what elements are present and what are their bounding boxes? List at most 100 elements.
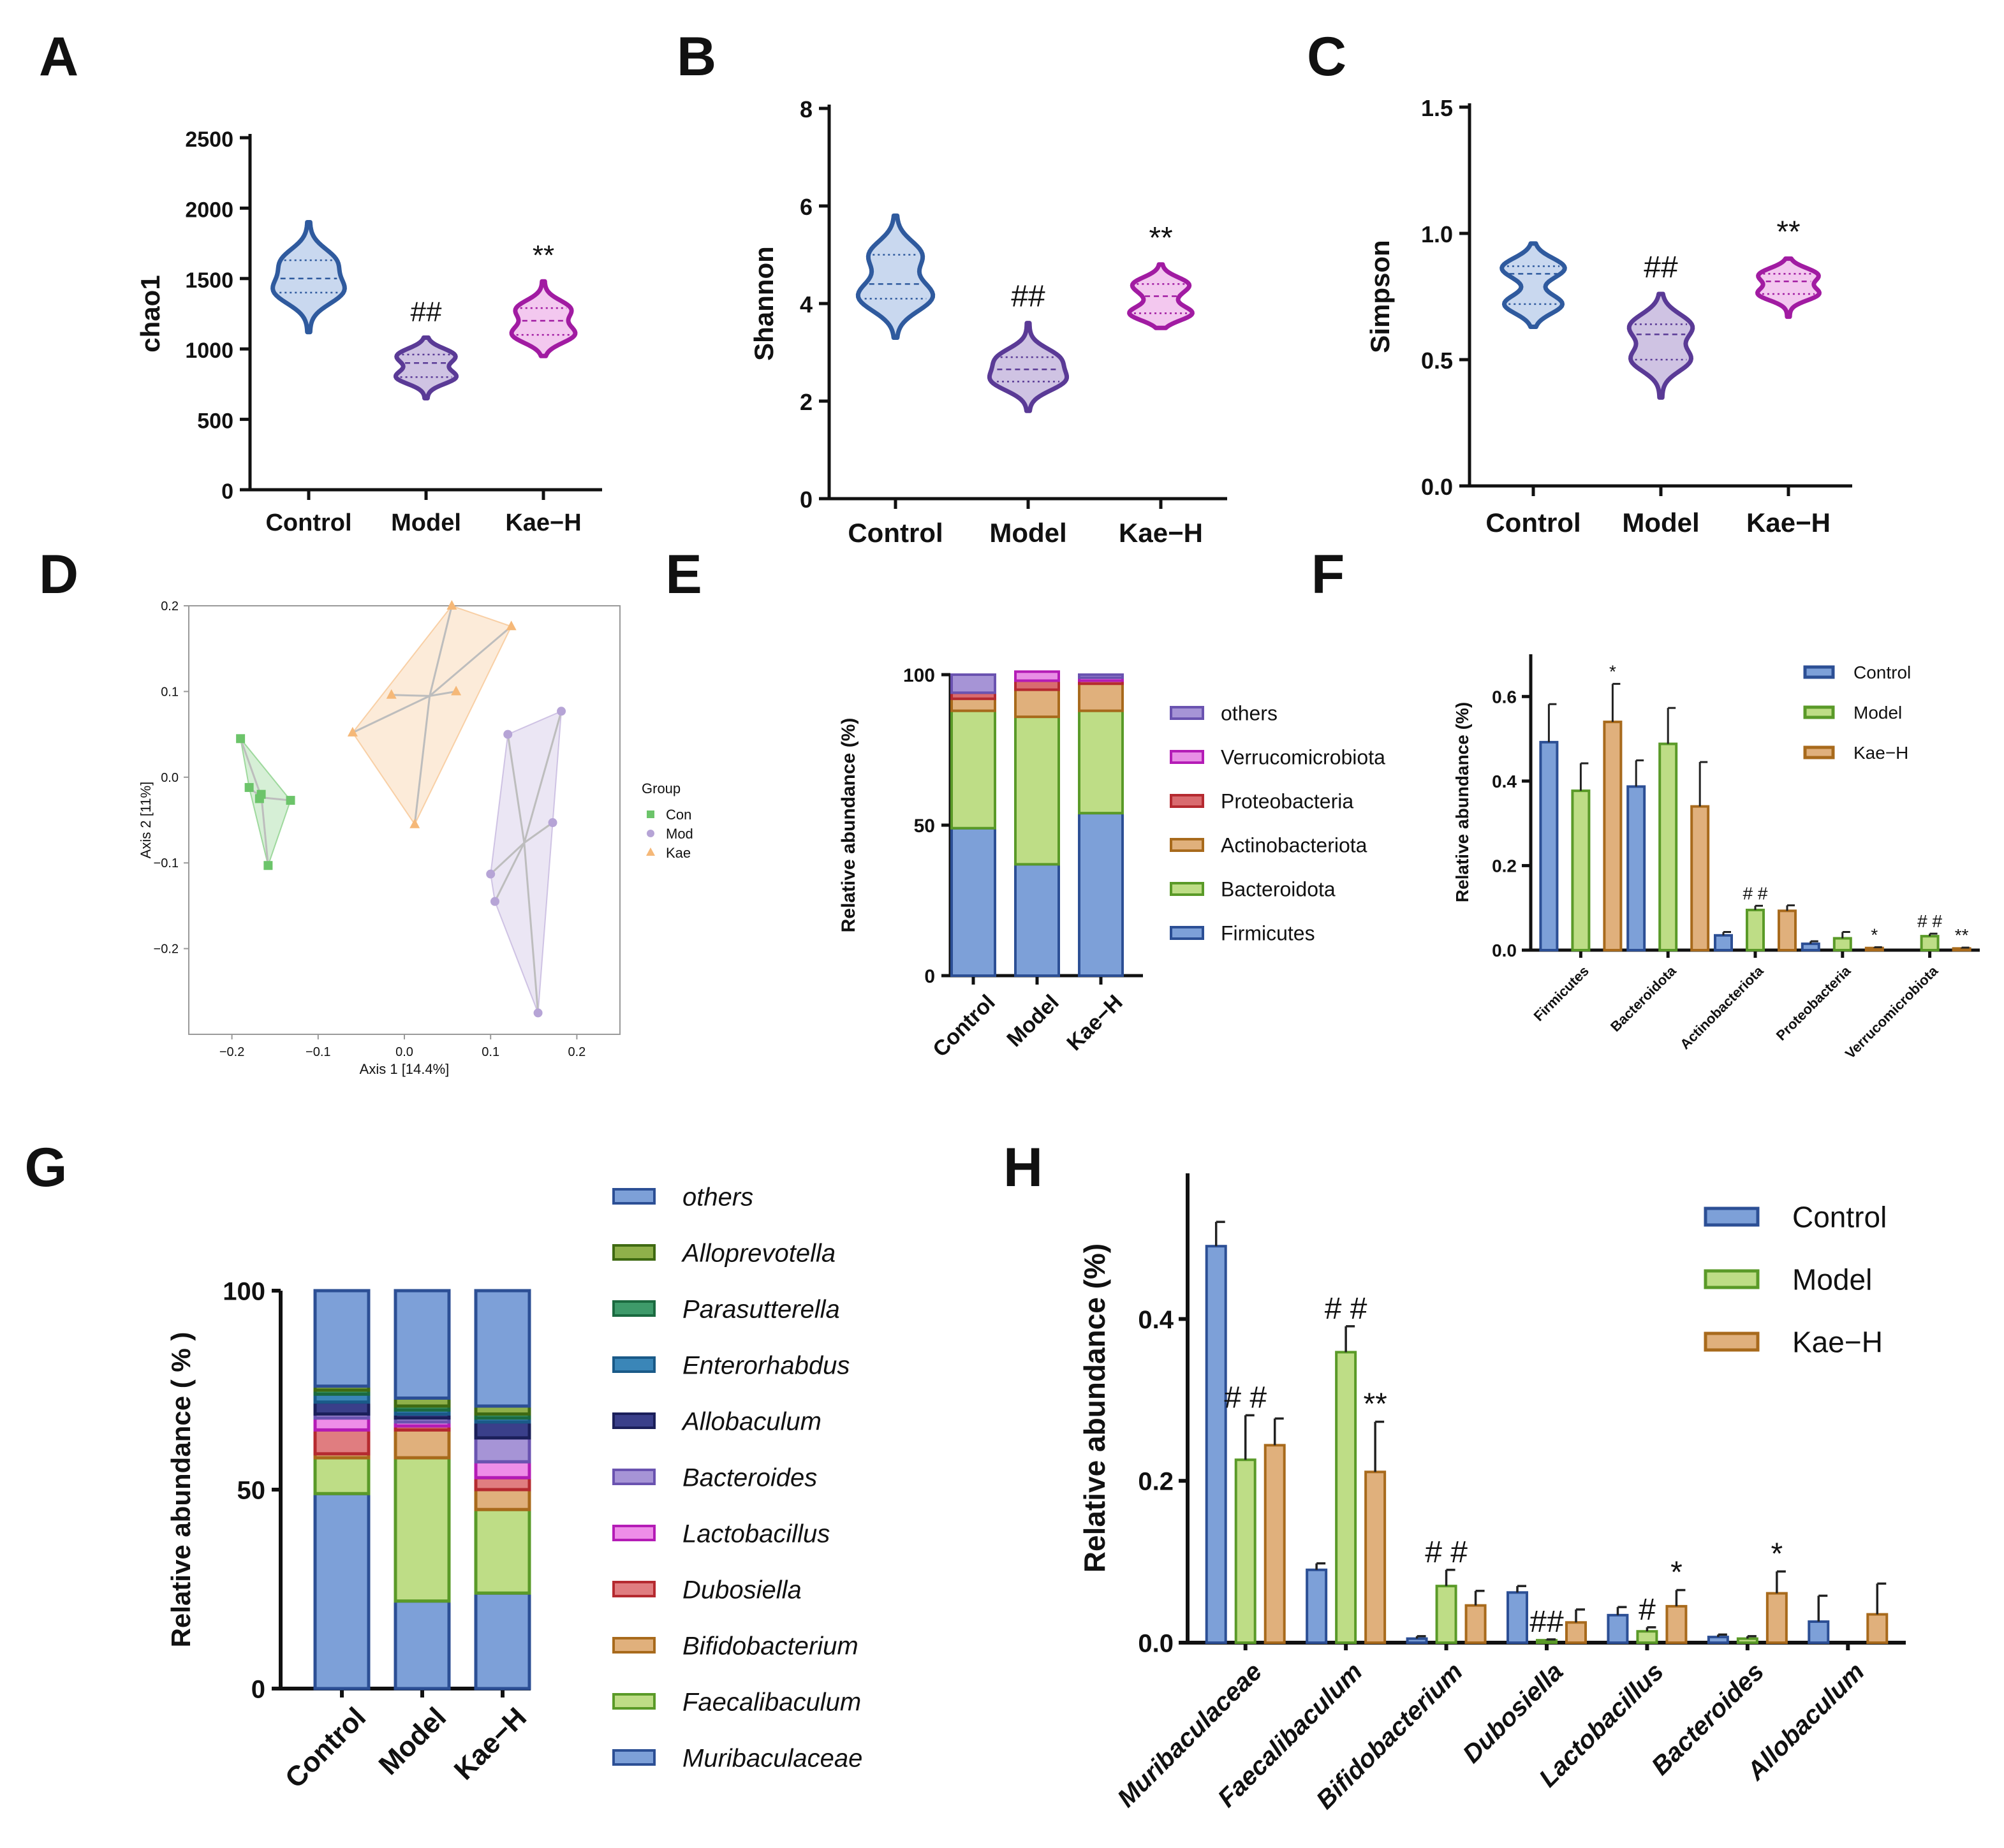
legend-swatch-alloprevotella <box>612 1244 656 1261</box>
bar-kae-h-actinobacteriota <box>1778 909 1797 951</box>
bar-model-bifidobacterium <box>1435 1585 1457 1644</box>
y-tick-label: 500 <box>197 409 233 434</box>
legend-marker-mod <box>647 830 654 837</box>
significance-mark: * <box>1670 1556 1683 1590</box>
x-tick-label-control: Control <box>848 518 943 548</box>
bar-kae-h-muribaculaceae <box>1264 1444 1286 1644</box>
legend-label-proteobacteria: Proteobacteria <box>1221 790 1353 813</box>
point-kae <box>409 818 420 828</box>
legend-swatch-bacteroidota <box>1170 882 1204 896</box>
legend-label-bifidobacterium: Bifidobacterium <box>682 1632 858 1660</box>
point-mod <box>503 730 513 739</box>
y-axis-label: Relative abundance ( % ) <box>166 1332 196 1648</box>
bar-control-bacteroides <box>1707 1636 1729 1644</box>
legend-marker-kae <box>646 847 655 856</box>
bar-kae-h-faecalibaculum <box>1364 1470 1387 1644</box>
x-tick-label-control: Control <box>928 990 999 1062</box>
x-tick-label-model: Model <box>1002 990 1063 1052</box>
x-tick-label: 0.0 <box>395 1045 413 1059</box>
stacked-segment-others <box>474 1289 531 1408</box>
panel-label-h: H <box>1003 1137 1043 1198</box>
x-tick-label: 0.2 <box>568 1045 586 1059</box>
stacked-segment-faecalibaculum <box>474 1507 531 1595</box>
bar-control-muribaculaceae <box>1205 1245 1227 1644</box>
significance-mark: # # <box>1224 1381 1267 1414</box>
legend-swatch-muribaculaceae <box>612 1749 656 1766</box>
bar-model-bacteroides <box>1736 1637 1758 1645</box>
x-tick-label-model: Model <box>989 518 1066 548</box>
point-mod <box>490 897 499 906</box>
significance-mark: # <box>1639 1593 1656 1627</box>
panel-label-d: D <box>39 544 78 605</box>
bar-kae-h-proteobacteria <box>1864 946 1884 951</box>
y-tick-label: −0.2 <box>154 942 179 957</box>
panel-d: D −0.2 −0.1 0.0 0.1 0.2 −0.2 −0.1 0.0 0.1 0.2 Axis … <box>39 544 693 1077</box>
y-tick-label: 0.2 <box>1138 1468 1174 1496</box>
y-tick-label: 0.0 <box>1492 941 1517 960</box>
spider-line <box>429 626 512 697</box>
x-tick-label-firmicutes: Firmicutes <box>1531 963 1592 1024</box>
x-tick-label-control: Control <box>279 1701 372 1794</box>
legend-swatch-model <box>1803 705 1835 719</box>
significance-mark: # # <box>1425 1536 1468 1569</box>
legend-swatch-parasutterella <box>612 1300 656 1317</box>
point-kae <box>347 726 358 737</box>
bar-model-dubosiella <box>1536 1639 1558 1645</box>
stacked-segment-proteobacteria <box>1014 679 1060 691</box>
stacked-segment-others <box>950 673 996 694</box>
x-tick-label-actinobacteriota: Actinobacteriota <box>1677 962 1767 1052</box>
x-tick-label-proteobacteria: Proteobacteria <box>1773 962 1854 1043</box>
x-axis-label: Axis 1 [14.4%] <box>360 1061 450 1077</box>
violin-kae-h <box>1127 262 1195 330</box>
spider-line <box>523 710 563 844</box>
legend-swatch-others <box>612 1188 656 1205</box>
legend-swatch-enterorhabdus <box>612 1356 656 1373</box>
legend-label-firmicutes: Firmicutes <box>1221 922 1315 945</box>
point-con <box>263 861 273 870</box>
y-tick-label: 0.6 <box>1492 687 1517 707</box>
legend-label-control: Control <box>1792 1201 1887 1234</box>
x-tick-label-control: Control <box>1485 508 1580 538</box>
legend-label-allobaculum: Allobaculum <box>681 1407 821 1435</box>
spider-line <box>524 821 554 844</box>
bar-control-firmicutes <box>1539 740 1559 951</box>
violin-model <box>393 335 459 400</box>
bar-control-proteobacteria <box>1801 942 1820 951</box>
point-kae <box>451 686 462 696</box>
legend-swatch-lactobacillus <box>612 1525 656 1541</box>
legend-label-mod: Mod <box>666 826 693 842</box>
stacked-segment-muribaculaceae <box>474 1591 531 1690</box>
legend-swatch-proteobacteria <box>1170 794 1204 808</box>
bar-model-bacteroidota <box>1658 742 1678 952</box>
spider-line <box>239 738 263 798</box>
stacked-segment-allobaculum <box>313 1400 371 1416</box>
significance-mark: ## <box>1644 251 1678 284</box>
bar-model-lactobacillus <box>1636 1630 1658 1644</box>
y-tick-label: 8 <box>800 96 813 122</box>
y-tick-label: 100 <box>903 665 935 686</box>
spider-line <box>494 842 526 902</box>
violin-kae-h <box>509 279 578 358</box>
legend-swatch-faecalibaculum <box>612 1693 656 1710</box>
y-axis-label: Relative abundance (%) <box>838 718 859 933</box>
stacked-segment-allobaculum <box>474 1420 531 1440</box>
stacked-segment-actinobacteriota <box>950 697 996 712</box>
bar-control-bifidobacterium <box>1406 1637 1428 1645</box>
point-mod <box>557 707 566 716</box>
stacked-segment-dubosiella <box>474 1476 531 1492</box>
bar-control-faecalibaculum <box>1306 1568 1328 1645</box>
stacked-segment-faecalibaculum <box>313 1456 371 1495</box>
point-kae <box>446 600 457 610</box>
legend-label-kae-h: Kae−H <box>1792 1326 1883 1359</box>
bar-kae-h-dubosiella <box>1565 1621 1587 1645</box>
spider-line <box>490 842 525 875</box>
significance-mark: ** <box>1363 1388 1387 1421</box>
y-tick-label: 50 <box>237 1476 266 1504</box>
panel-g: G 0 50 100 Relative abundance ( % ) Control Mo… <box>25 1137 863 1794</box>
legend-swatch-dubosiella <box>612 1581 656 1597</box>
significance-mark: * <box>1871 925 1878 944</box>
bar-kae-h-bifidobacterium <box>1464 1604 1487 1645</box>
legend-swatch-control <box>1803 665 1835 679</box>
bar-kae-h-bacteroidota <box>1690 805 1710 951</box>
bar-model-proteobacteria <box>1832 937 1852 951</box>
